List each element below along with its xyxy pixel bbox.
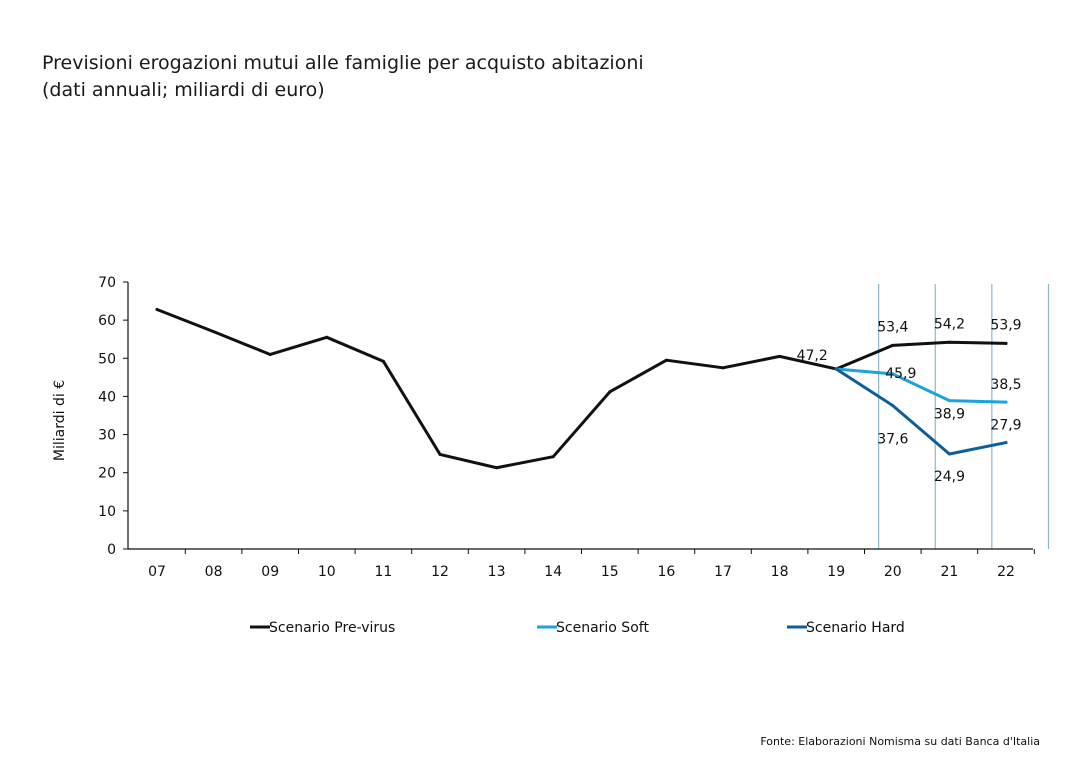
x-tick-label-22: 22 xyxy=(997,564,1015,580)
data-point-scenario-pre-virus-21 xyxy=(947,340,951,344)
data-point-scenario-pre-virus-09 xyxy=(268,352,272,356)
source-note: Fonte: Elaborazioni Nomisma su dati Banc… xyxy=(760,735,1040,748)
data-point-scenario-pre-virus-22 xyxy=(1004,341,1008,345)
data-point-scenario-pre-virus-18 xyxy=(778,354,782,358)
y-tick-label-20: 20 xyxy=(98,466,116,482)
x-tick-label-14: 14 xyxy=(544,564,562,580)
data-point-scenario-hard-22 xyxy=(1004,441,1008,445)
y-tick-label-60: 60 xyxy=(98,313,116,329)
data-point-scenario-pre-virus-20 xyxy=(891,343,895,347)
data-point-scenario-pre-virus-16 xyxy=(664,358,668,362)
x-tick-label-17: 17 xyxy=(714,564,732,580)
y-tick-label-30: 30 xyxy=(98,428,116,444)
x-tick-label-10: 10 xyxy=(318,564,336,580)
x-tick-label-19: 19 xyxy=(827,564,845,580)
y-tick-label-50: 50 xyxy=(98,351,116,367)
data-point-scenario-pre-virus-17 xyxy=(721,366,725,370)
series-line-scenario-hard xyxy=(834,367,1008,456)
data-label-scenario-hard-21: 24,9 xyxy=(934,469,965,485)
data-label-scenario-soft-21: 38,9 xyxy=(934,407,965,423)
x-tick-label-15: 15 xyxy=(601,564,619,580)
x-tick-label-11: 11 xyxy=(374,564,392,580)
data-point-scenario-soft-21 xyxy=(947,399,951,403)
x-tick-label-08: 08 xyxy=(205,564,223,580)
data-point-scenario-pre-virus-12 xyxy=(438,452,442,456)
data-label-scenario-pre-virus-21: 54,2 xyxy=(934,316,965,332)
data-label-scenario-pre-virus-22: 53,9 xyxy=(990,317,1021,333)
data-label-scenario-hard-20: 37,6 xyxy=(877,432,908,448)
x-tick-label-16: 16 xyxy=(657,564,675,580)
data-point-scenario-pre-virus-10 xyxy=(325,335,329,339)
data-point-scenario-hard-21 xyxy=(947,452,951,456)
x-tick-label-18: 18 xyxy=(771,564,789,580)
data-point-scenario-hard-20 xyxy=(891,404,895,408)
data-label-scenario-soft-20: 45,9 xyxy=(885,366,916,382)
y-tick-label-10: 10 xyxy=(98,504,116,520)
data-point-scenario-pre-virus-14 xyxy=(551,455,555,459)
title-line-2: (dati annuali; miliardi di euro) xyxy=(42,79,325,101)
chart-title: Previsioni erogazioni mutui alle famigli… xyxy=(42,50,644,104)
data-label-scenario-pre-virus-20: 53,4 xyxy=(877,319,908,335)
x-tick-label-13: 13 xyxy=(488,564,506,580)
x-tick-label-21: 21 xyxy=(940,564,958,580)
y-tick-label-0: 0 xyxy=(107,542,116,558)
data-label-scenario-soft-22: 38,5 xyxy=(990,377,1021,393)
legend-label-scenario-hard: Scenario Hard xyxy=(806,620,905,636)
x-tick-label-20: 20 xyxy=(884,564,902,580)
series-line-scenario-soft xyxy=(834,367,1008,404)
x-tick-label-12: 12 xyxy=(431,564,449,580)
legend-label-scenario-pre-virus: Scenario Pre-virus xyxy=(269,620,395,636)
data-point-scenario-pre-virus-13 xyxy=(495,466,499,470)
data-point-scenario-hard-19 xyxy=(834,367,838,371)
y-axis-label: Miliardi di € xyxy=(52,380,68,461)
data-point-scenario-soft-22 xyxy=(1004,400,1008,404)
data-point-scenario-pre-virus-11 xyxy=(381,359,385,363)
series-line-scenario-pre-virus xyxy=(155,307,1008,470)
x-tick-label-07: 07 xyxy=(148,564,166,580)
x-tick-label-09: 09 xyxy=(261,564,279,580)
data-label-scenario-pre-virus-19: 47,2 xyxy=(797,348,828,364)
legend-label-scenario-soft: Scenario Soft xyxy=(556,620,649,636)
data-point-scenario-pre-virus-15 xyxy=(608,390,612,394)
y-tick-label-40: 40 xyxy=(98,389,116,405)
y-tick-label-70: 70 xyxy=(98,275,116,291)
data-label-scenario-hard-22: 27,9 xyxy=(990,418,1021,434)
data-point-scenario-soft-20 xyxy=(891,372,895,376)
title-line-1: Previsioni erogazioni mutui alle famigli… xyxy=(42,52,644,74)
data-point-scenario-pre-virus-08 xyxy=(212,330,216,334)
data-point-scenario-pre-virus-07 xyxy=(155,307,159,311)
